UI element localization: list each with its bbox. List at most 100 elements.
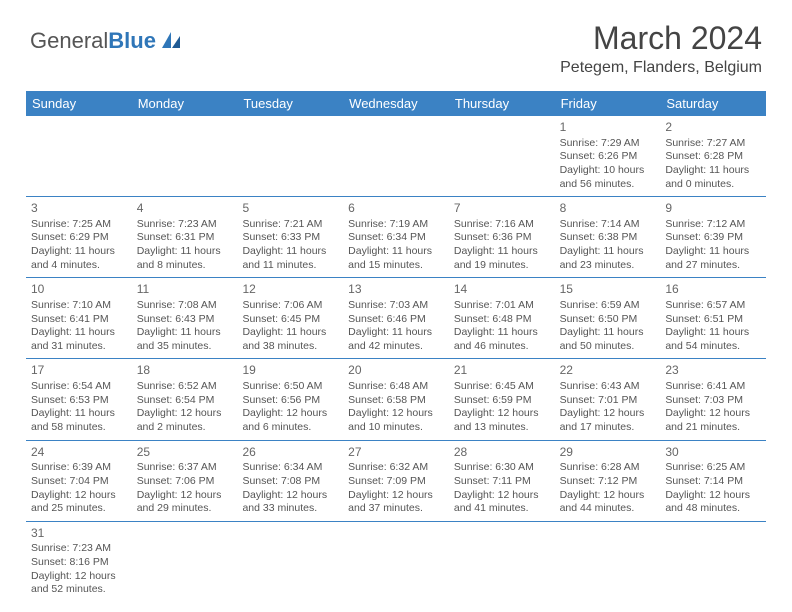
day-cell: 15Sunrise: 6:59 AMSunset: 6:50 PMDayligh…: [555, 278, 661, 358]
day-cell: [555, 522, 661, 602]
day-cell: 7Sunrise: 7:16 AMSunset: 6:36 PMDaylight…: [449, 197, 555, 277]
day-detail-line: Sunset: 6:29 PM: [31, 231, 127, 245]
day-detail-line: Sunrise: 6:43 AM: [560, 380, 656, 394]
day-number: 16: [665, 282, 761, 298]
dayname: Sunday: [26, 91, 132, 116]
day-number: 11: [137, 282, 233, 298]
day-cell: 23Sunrise: 6:41 AMSunset: 7:03 PMDayligh…: [660, 359, 766, 439]
day-detail-line: Sunrise: 6:59 AM: [560, 299, 656, 313]
day-detail-line: Sunset: 6:53 PM: [31, 394, 127, 408]
week-row: 10Sunrise: 7:10 AMSunset: 6:41 PMDayligh…: [26, 278, 766, 359]
day-detail-line: and 31 minutes.: [31, 340, 127, 354]
dayname: Monday: [132, 91, 238, 116]
day-number: 1: [560, 120, 656, 136]
day-cell: 19Sunrise: 6:50 AMSunset: 6:56 PMDayligh…: [237, 359, 343, 439]
day-detail-line: Sunset: 6:34 PM: [348, 231, 444, 245]
logo-text: GeneralBlue: [30, 28, 156, 54]
day-detail-line: Sunrise: 7:10 AM: [31, 299, 127, 313]
week-row: 17Sunrise: 6:54 AMSunset: 6:53 PMDayligh…: [26, 359, 766, 440]
day-cell: 5Sunrise: 7:21 AMSunset: 6:33 PMDaylight…: [237, 197, 343, 277]
day-cell: 9Sunrise: 7:12 AMSunset: 6:39 PMDaylight…: [660, 197, 766, 277]
day-detail-line: Sunrise: 7:14 AM: [560, 218, 656, 232]
day-number: 8: [560, 201, 656, 217]
day-detail-line: Sunrise: 7:12 AM: [665, 218, 761, 232]
day-header-row: Sunday Monday Tuesday Wednesday Thursday…: [26, 91, 766, 116]
day-number: 13: [348, 282, 444, 298]
header: GeneralBlue March 2024 Petegem, Flanders…: [0, 0, 792, 85]
day-detail-line: Sunset: 6:45 PM: [242, 313, 338, 327]
day-number: 20: [348, 363, 444, 379]
day-cell: 11Sunrise: 7:08 AMSunset: 6:43 PMDayligh…: [132, 278, 238, 358]
logo-text-general: General: [30, 28, 108, 53]
day-detail-line: Daylight: 12 hours: [665, 407, 761, 421]
day-cell: [449, 522, 555, 602]
day-detail-line: Sunrise: 7:19 AM: [348, 218, 444, 232]
day-cell: 22Sunrise: 6:43 AMSunset: 7:01 PMDayligh…: [555, 359, 661, 439]
day-detail-line: Daylight: 11 hours: [348, 326, 444, 340]
day-detail-line: and 41 minutes.: [454, 502, 550, 516]
day-detail-line: and 15 minutes.: [348, 259, 444, 273]
week-row: 1Sunrise: 7:29 AMSunset: 6:26 PMDaylight…: [26, 116, 766, 197]
day-detail-line: Sunrise: 6:34 AM: [242, 461, 338, 475]
day-detail-line: Sunrise: 6:45 AM: [454, 380, 550, 394]
day-number: 29: [560, 445, 656, 461]
day-detail-line: Daylight: 12 hours: [242, 407, 338, 421]
day-detail-line: and 6 minutes.: [242, 421, 338, 435]
day-cell: 8Sunrise: 7:14 AMSunset: 6:38 PMDaylight…: [555, 197, 661, 277]
day-detail-line: Daylight: 11 hours: [31, 407, 127, 421]
day-detail-line: Daylight: 12 hours: [31, 489, 127, 503]
day-cell: 28Sunrise: 6:30 AMSunset: 7:11 PMDayligh…: [449, 441, 555, 521]
day-detail-line: Sunset: 7:06 PM: [137, 475, 233, 489]
day-detail-line: Sunset: 7:12 PM: [560, 475, 656, 489]
day-detail-line: Sunset: 7:03 PM: [665, 394, 761, 408]
day-cell: [237, 116, 343, 196]
day-detail-line: Daylight: 12 hours: [31, 570, 127, 584]
day-cell: 21Sunrise: 6:45 AMSunset: 6:59 PMDayligh…: [449, 359, 555, 439]
day-detail-line: Daylight: 11 hours: [31, 326, 127, 340]
day-detail-line: Sunrise: 7:06 AM: [242, 299, 338, 313]
dayname: Friday: [555, 91, 661, 116]
day-detail-line: Sunset: 6:28 PM: [665, 150, 761, 164]
day-cell: 20Sunrise: 6:48 AMSunset: 6:58 PMDayligh…: [343, 359, 449, 439]
day-detail-line: and 0 minutes.: [665, 178, 761, 192]
day-detail-line: Sunset: 6:26 PM: [560, 150, 656, 164]
day-detail-line: Daylight: 11 hours: [242, 245, 338, 259]
day-detail-line: and 37 minutes.: [348, 502, 444, 516]
day-detail-line: and 29 minutes.: [137, 502, 233, 516]
day-detail-line: Daylight: 10 hours: [560, 164, 656, 178]
day-cell: 1Sunrise: 7:29 AMSunset: 6:26 PMDaylight…: [555, 116, 661, 196]
day-cell: 29Sunrise: 6:28 AMSunset: 7:12 PMDayligh…: [555, 441, 661, 521]
day-cell: 27Sunrise: 6:32 AMSunset: 7:09 PMDayligh…: [343, 441, 449, 521]
day-detail-line: Sunrise: 6:39 AM: [31, 461, 127, 475]
dayname: Saturday: [660, 91, 766, 116]
day-detail-line: Daylight: 12 hours: [137, 489, 233, 503]
day-detail-line: Daylight: 11 hours: [665, 245, 761, 259]
week-row: 24Sunrise: 6:39 AMSunset: 7:04 PMDayligh…: [26, 441, 766, 522]
day-detail-line: and 25 minutes.: [31, 502, 127, 516]
day-cell: 16Sunrise: 6:57 AMSunset: 6:51 PMDayligh…: [660, 278, 766, 358]
dayname: Tuesday: [237, 91, 343, 116]
day-detail-line: Sunrise: 7:25 AM: [31, 218, 127, 232]
day-number: 18: [137, 363, 233, 379]
day-detail-line: Sunrise: 6:54 AM: [31, 380, 127, 394]
day-detail-line: Daylight: 11 hours: [137, 326, 233, 340]
day-number: 22: [560, 363, 656, 379]
day-detail-line: and 54 minutes.: [665, 340, 761, 354]
day-cell: 14Sunrise: 7:01 AMSunset: 6:48 PMDayligh…: [449, 278, 555, 358]
day-detail-line: Sunrise: 6:32 AM: [348, 461, 444, 475]
day-detail-line: and 35 minutes.: [137, 340, 233, 354]
day-detail-line: Sunset: 6:31 PM: [137, 231, 233, 245]
day-cell: 3Sunrise: 7:25 AMSunset: 6:29 PMDaylight…: [26, 197, 132, 277]
day-detail-line: Sunset: 7:11 PM: [454, 475, 550, 489]
day-cell: 12Sunrise: 7:06 AMSunset: 6:45 PMDayligh…: [237, 278, 343, 358]
day-detail-line: Sunrise: 7:08 AM: [137, 299, 233, 313]
day-cell: 13Sunrise: 7:03 AMSunset: 6:46 PMDayligh…: [343, 278, 449, 358]
day-detail-line: Sunrise: 7:27 AM: [665, 137, 761, 151]
day-detail-line: Sunset: 7:08 PM: [242, 475, 338, 489]
day-number: 7: [454, 201, 550, 217]
day-number: 24: [31, 445, 127, 461]
day-cell: 26Sunrise: 6:34 AMSunset: 7:08 PMDayligh…: [237, 441, 343, 521]
day-detail-line: Sunrise: 7:01 AM: [454, 299, 550, 313]
week-row: 3Sunrise: 7:25 AMSunset: 6:29 PMDaylight…: [26, 197, 766, 278]
day-cell: [132, 116, 238, 196]
